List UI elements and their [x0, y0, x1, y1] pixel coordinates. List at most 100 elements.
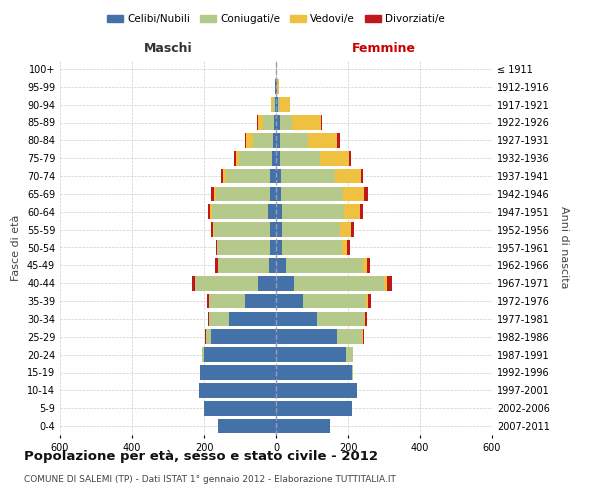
Bar	[239, 151, 272, 166]
Bar	[276, 98, 278, 112]
Bar	[214, 186, 215, 201]
Bar	[269, 222, 276, 237]
Bar	[363, 330, 364, 344]
Bar	[272, 151, 276, 166]
Bar	[216, 240, 217, 255]
Bar	[276, 151, 280, 166]
Bar	[200, 365, 276, 380]
Bar	[275, 98, 276, 112]
Bar	[211, 330, 276, 344]
Bar	[245, 133, 246, 148]
Text: COMUNE DI SALEMI (TP) - Dati ISTAT 1° gennaio 2012 - Elaborazione TUTTITALIA.IT: COMUNE DI SALEMI (TP) - Dati ISTAT 1° ge…	[24, 475, 396, 484]
Bar	[337, 330, 362, 344]
Bar	[245, 294, 276, 308]
Bar	[209, 294, 245, 308]
Bar	[283, 222, 340, 237]
Bar	[280, 133, 308, 148]
Bar	[276, 258, 286, 272]
Bar	[278, 98, 280, 112]
Bar	[368, 294, 371, 308]
Bar	[215, 258, 218, 272]
Bar	[275, 80, 276, 94]
Bar	[195, 276, 258, 290]
Bar	[218, 419, 276, 434]
Bar	[263, 115, 274, 130]
Bar	[308, 133, 337, 148]
Bar	[364, 186, 368, 201]
Bar	[276, 133, 280, 148]
Bar	[211, 186, 214, 201]
Bar	[206, 330, 211, 344]
Bar	[387, 276, 392, 290]
Bar	[276, 168, 281, 184]
Bar	[234, 151, 236, 166]
Bar	[335, 168, 361, 184]
Bar	[276, 80, 277, 94]
Bar	[223, 168, 226, 184]
Bar	[276, 365, 352, 380]
Bar	[280, 98, 290, 112]
Bar	[212, 204, 268, 219]
Y-axis label: Anni di nascita: Anni di nascita	[559, 206, 569, 289]
Bar	[283, 204, 344, 219]
Bar	[273, 98, 275, 112]
Bar	[281, 186, 343, 201]
Bar	[253, 133, 273, 148]
Bar	[342, 240, 347, 255]
Bar	[351, 222, 354, 237]
Bar	[344, 204, 360, 219]
Bar	[367, 258, 370, 272]
Bar	[321, 115, 322, 130]
Bar	[347, 240, 350, 255]
Bar	[340, 222, 351, 237]
Bar	[236, 151, 239, 166]
Bar	[199, 383, 276, 398]
Bar	[204, 401, 276, 415]
Bar	[269, 168, 276, 184]
Bar	[346, 348, 353, 362]
Bar	[208, 204, 211, 219]
Bar	[360, 204, 364, 219]
Bar	[217, 240, 269, 255]
Bar	[276, 240, 283, 255]
Bar	[276, 276, 294, 290]
Bar	[281, 168, 335, 184]
Bar	[337, 133, 340, 148]
Bar	[204, 348, 276, 362]
Bar	[349, 151, 350, 166]
Bar	[276, 204, 283, 219]
Bar	[276, 401, 352, 415]
Bar	[276, 330, 337, 344]
Bar	[258, 276, 276, 290]
Legend: Celibi/Nubili, Coniugati/e, Vedovi/e, Divorziati/e: Celibi/Nubili, Coniugati/e, Vedovi/e, Di…	[103, 10, 449, 29]
Bar	[221, 168, 223, 184]
Bar	[366, 294, 368, 308]
Bar	[212, 222, 214, 237]
Bar	[276, 348, 346, 362]
Bar	[361, 168, 364, 184]
Bar	[226, 168, 269, 184]
Bar	[292, 115, 321, 130]
Bar	[229, 312, 276, 326]
Bar	[209, 312, 229, 326]
Bar	[276, 312, 317, 326]
Bar	[274, 115, 276, 130]
Bar	[280, 115, 292, 130]
Bar	[207, 294, 209, 308]
Bar	[283, 240, 342, 255]
Bar	[343, 186, 364, 201]
Bar	[257, 115, 263, 130]
Bar	[303, 294, 366, 308]
Bar	[214, 222, 269, 237]
Bar	[384, 276, 387, 290]
Bar	[277, 80, 278, 94]
Bar	[246, 133, 253, 148]
Bar	[364, 258, 367, 272]
Text: Maschi: Maschi	[143, 42, 193, 54]
Bar	[269, 186, 276, 201]
Bar	[215, 186, 269, 201]
Bar	[202, 348, 204, 362]
Bar	[286, 258, 364, 272]
Y-axis label: Fasce di età: Fasce di età	[11, 214, 21, 280]
Bar	[218, 258, 269, 272]
